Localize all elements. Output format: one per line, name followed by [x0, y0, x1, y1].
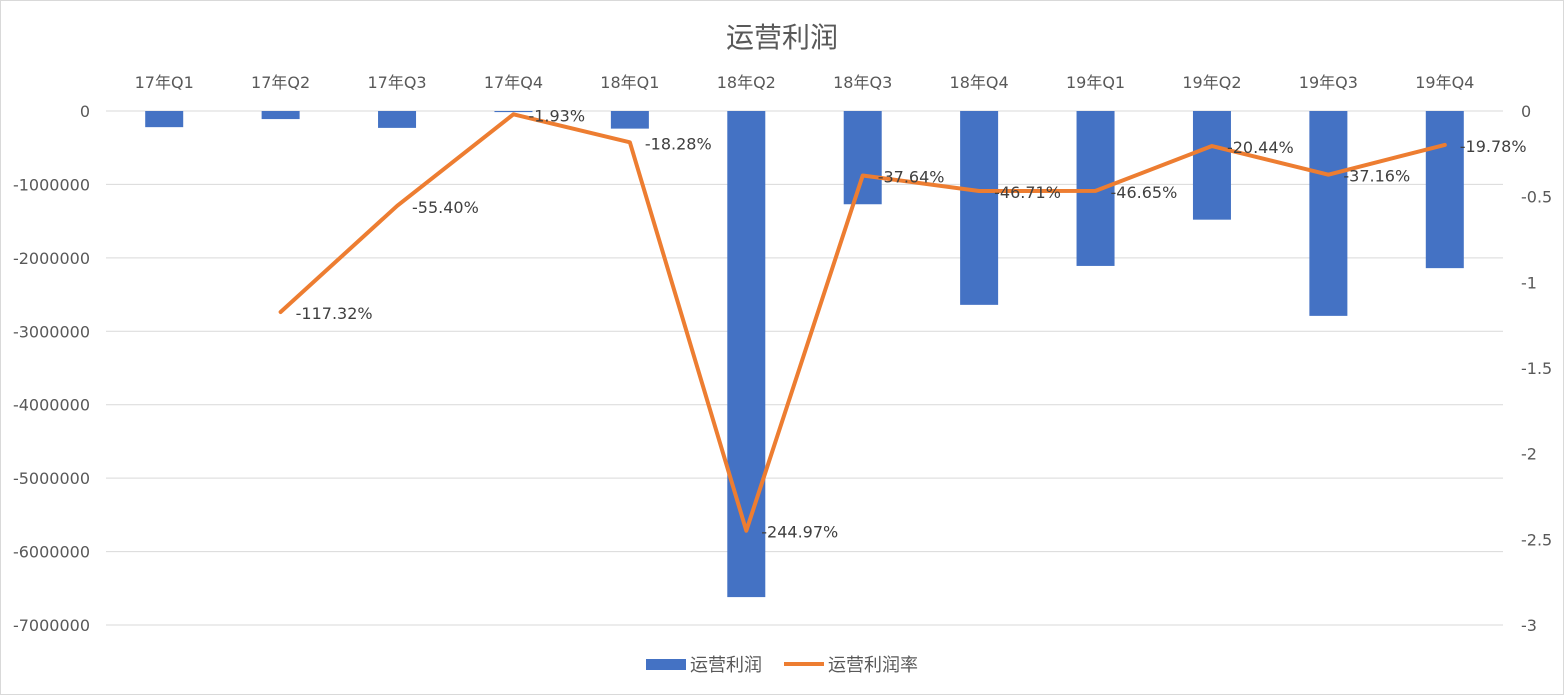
- legend-item-bar: 运营利润: [646, 651, 762, 677]
- data-label: -37.64%: [878, 167, 945, 186]
- chart-legend: 运营利润 运营利润率: [0, 651, 1564, 677]
- y-right-tick-label: 0: [1521, 102, 1531, 121]
- bar: [1425, 111, 1464, 269]
- x-tick-label: 18年Q2: [717, 73, 776, 92]
- x-tick-label: 19年Q4: [1415, 73, 1474, 92]
- series-line: [278, 112, 1447, 533]
- data-label: -19.78%: [1460, 137, 1527, 156]
- y-left-tick-label: 0: [80, 102, 90, 121]
- bar: [261, 111, 300, 120]
- y-right-tick-label: -0.5: [1521, 188, 1552, 207]
- y-right-tick-label: -1: [1521, 273, 1537, 292]
- bar: [145, 111, 184, 128]
- y-right-tick-label: -3: [1521, 616, 1537, 635]
- bar: [494, 111, 533, 113]
- data-label: -55.40%: [412, 198, 479, 217]
- bar: [960, 111, 999, 305]
- legend-label-bar: 运营利润: [690, 655, 762, 676]
- x-tick-label: 18年Q1: [600, 73, 659, 92]
- data-label: -46.65%: [1111, 183, 1178, 202]
- bar: [378, 111, 417, 128]
- y-right-tick-label: -2: [1521, 445, 1537, 464]
- bar: [610, 111, 649, 129]
- data-label: -117.32%: [296, 304, 373, 323]
- y-left-tick-label: -3000000: [13, 322, 90, 341]
- x-tick-label: 17年Q4: [484, 73, 543, 92]
- chart-title: 运营利润: [725, 21, 838, 54]
- bar: [727, 111, 766, 598]
- y-left-tick-label: -2000000: [13, 249, 90, 268]
- y-right-tick-label: -2.5: [1521, 530, 1552, 549]
- x-tick-label: 19年Q3: [1299, 73, 1358, 92]
- data-label: -20.44%: [1227, 138, 1294, 157]
- legend-swatch-bar: [646, 658, 686, 670]
- y-left-tick-label: -1000000: [13, 175, 90, 194]
- y-left-tick-label: -4000000: [13, 396, 90, 415]
- legend-item-line: 运营利润率: [784, 651, 918, 677]
- data-label: -37.16%: [1343, 167, 1410, 186]
- legend-swatch-line: [784, 662, 824, 666]
- x-tick-label: 17年Q1: [135, 73, 194, 92]
- data-label: -18.28%: [645, 134, 712, 153]
- bar: [843, 111, 882, 205]
- x-tick-label: 19年Q1: [1066, 73, 1125, 92]
- legend-label-line: 运营利润率: [828, 655, 918, 676]
- data-label: -244.97%: [761, 523, 838, 542]
- x-tick-label: 18年Q3: [833, 73, 892, 92]
- bar: [1192, 111, 1231, 220]
- bar: [1309, 111, 1348, 316]
- x-tick-label: 17年Q2: [251, 73, 310, 92]
- bar: [1076, 111, 1115, 266]
- y-left-tick-label: -5000000: [13, 469, 90, 488]
- x-tick-label: 18年Q4: [950, 73, 1009, 92]
- y-left-tick-label: -6000000: [13, 543, 90, 562]
- data-label: -46.71%: [994, 183, 1061, 202]
- x-tick-label: 19年Q2: [1182, 73, 1241, 92]
- data-label: -1.93%: [528, 106, 585, 125]
- x-tick-label: 17年Q3: [367, 73, 426, 92]
- y-right-tick-label: -1.5: [1521, 359, 1552, 378]
- y-left-tick-label: -7000000: [13, 616, 90, 635]
